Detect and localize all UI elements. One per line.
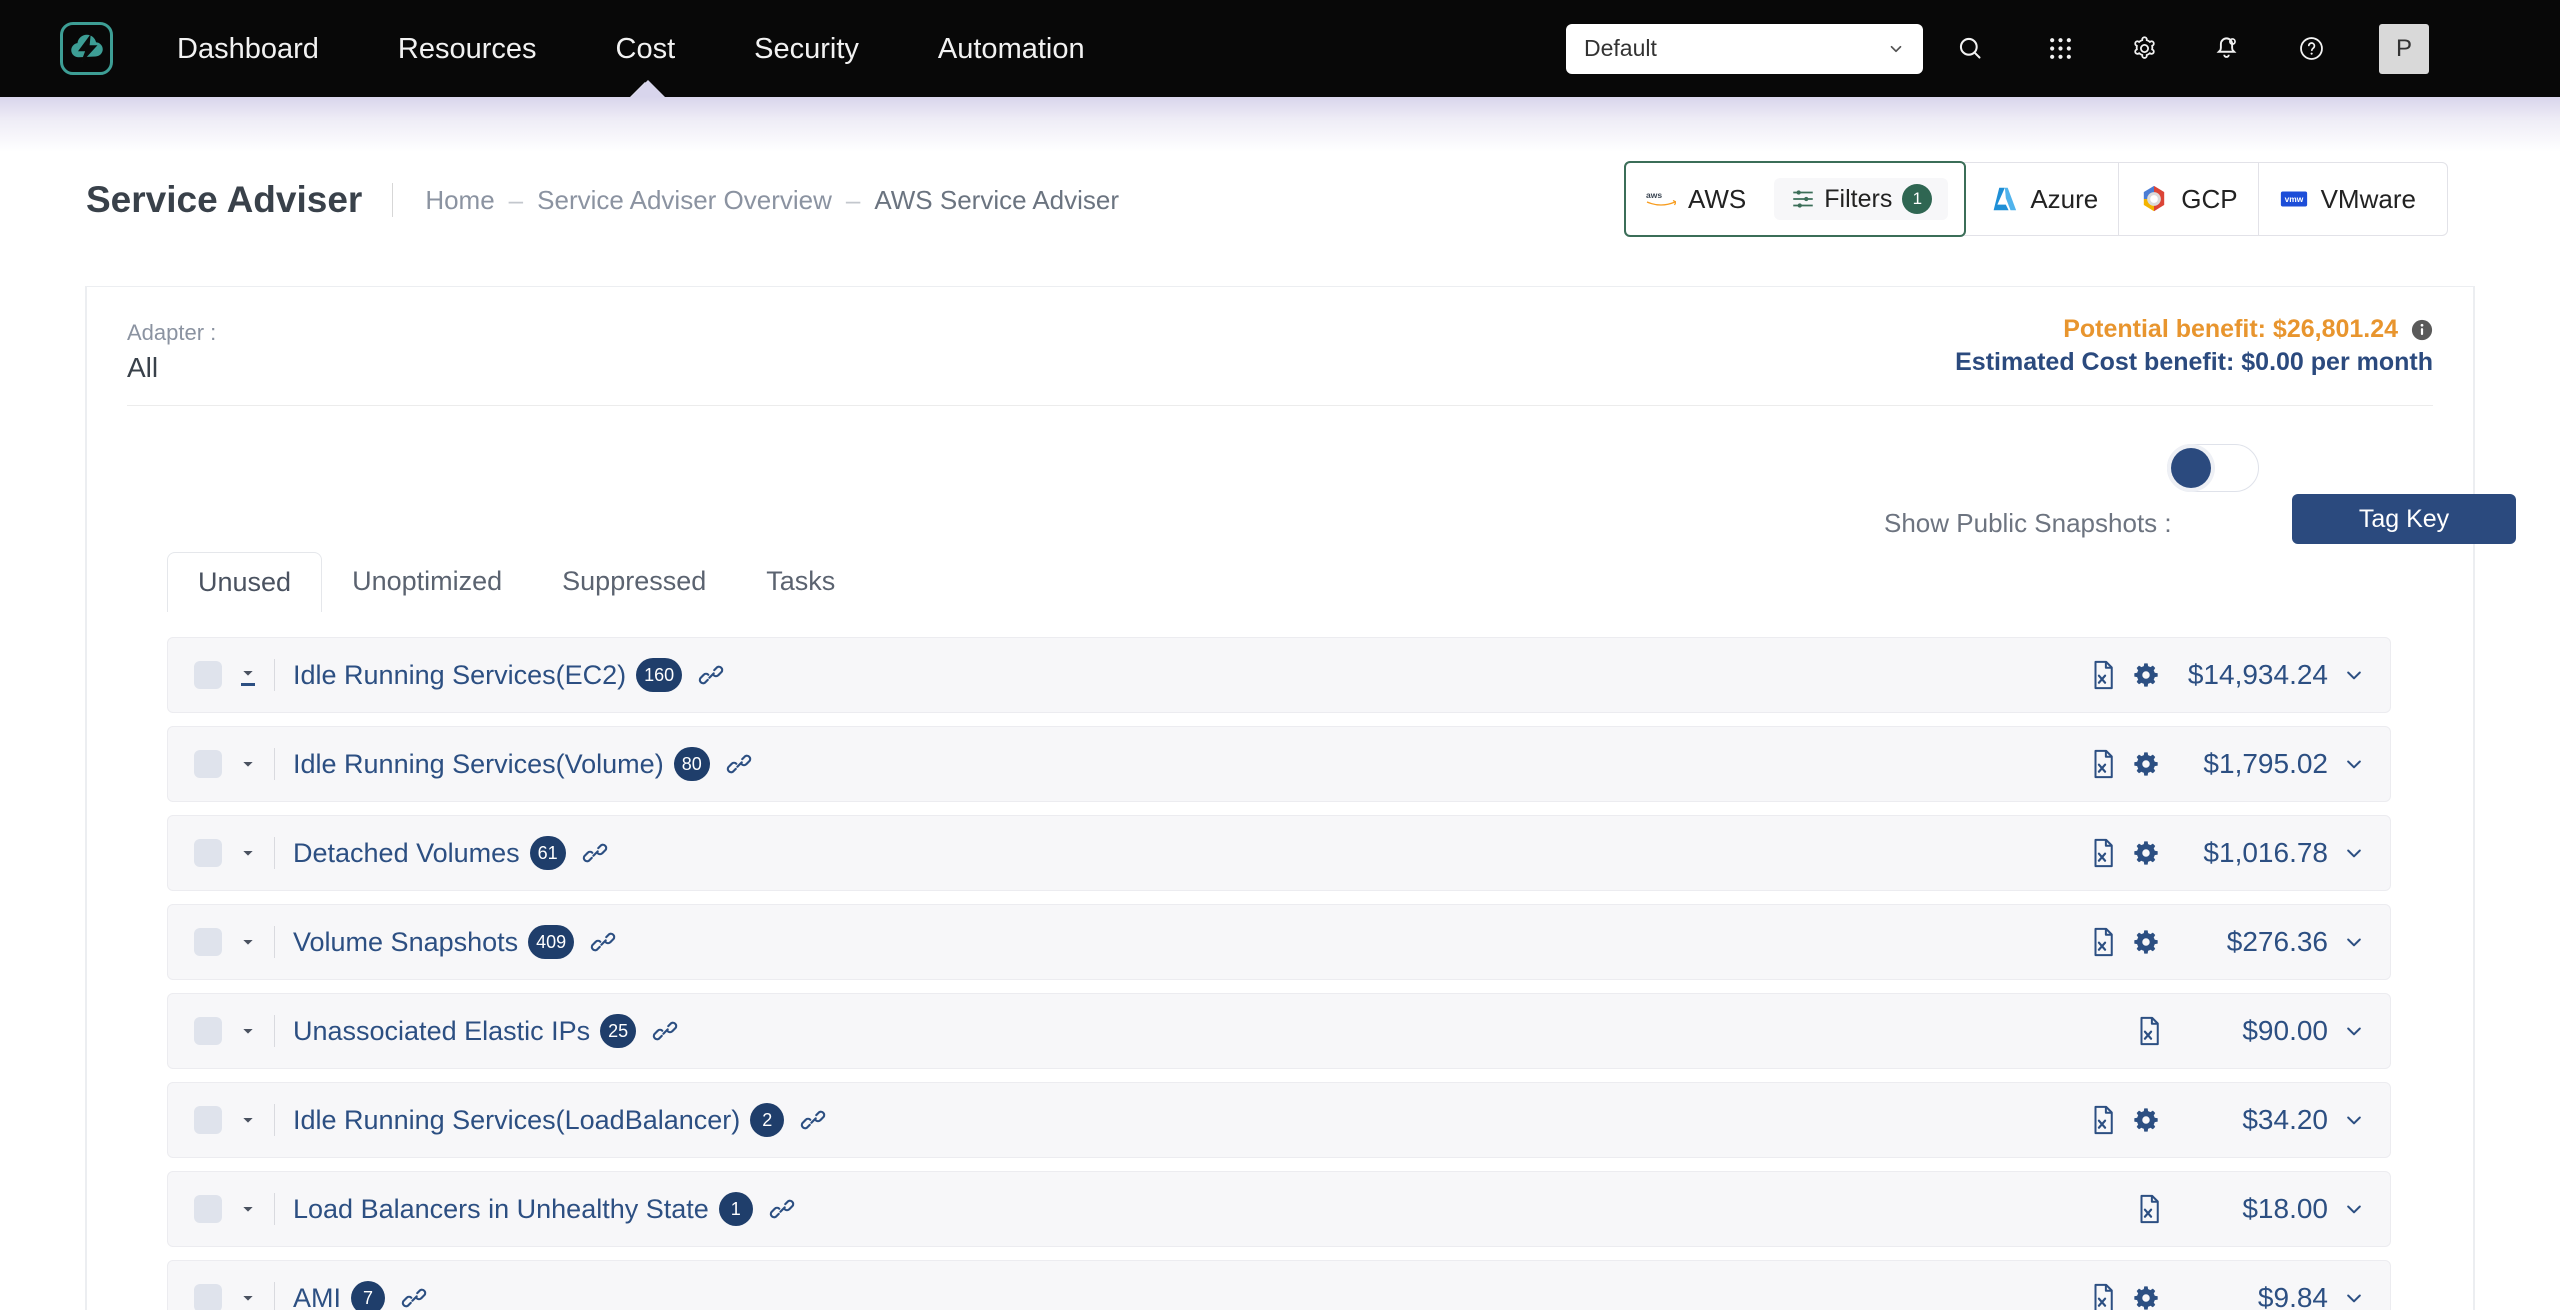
svg-text:aws: aws bbox=[1646, 190, 1662, 200]
svg-text:vmw: vmw bbox=[2284, 194, 2303, 204]
